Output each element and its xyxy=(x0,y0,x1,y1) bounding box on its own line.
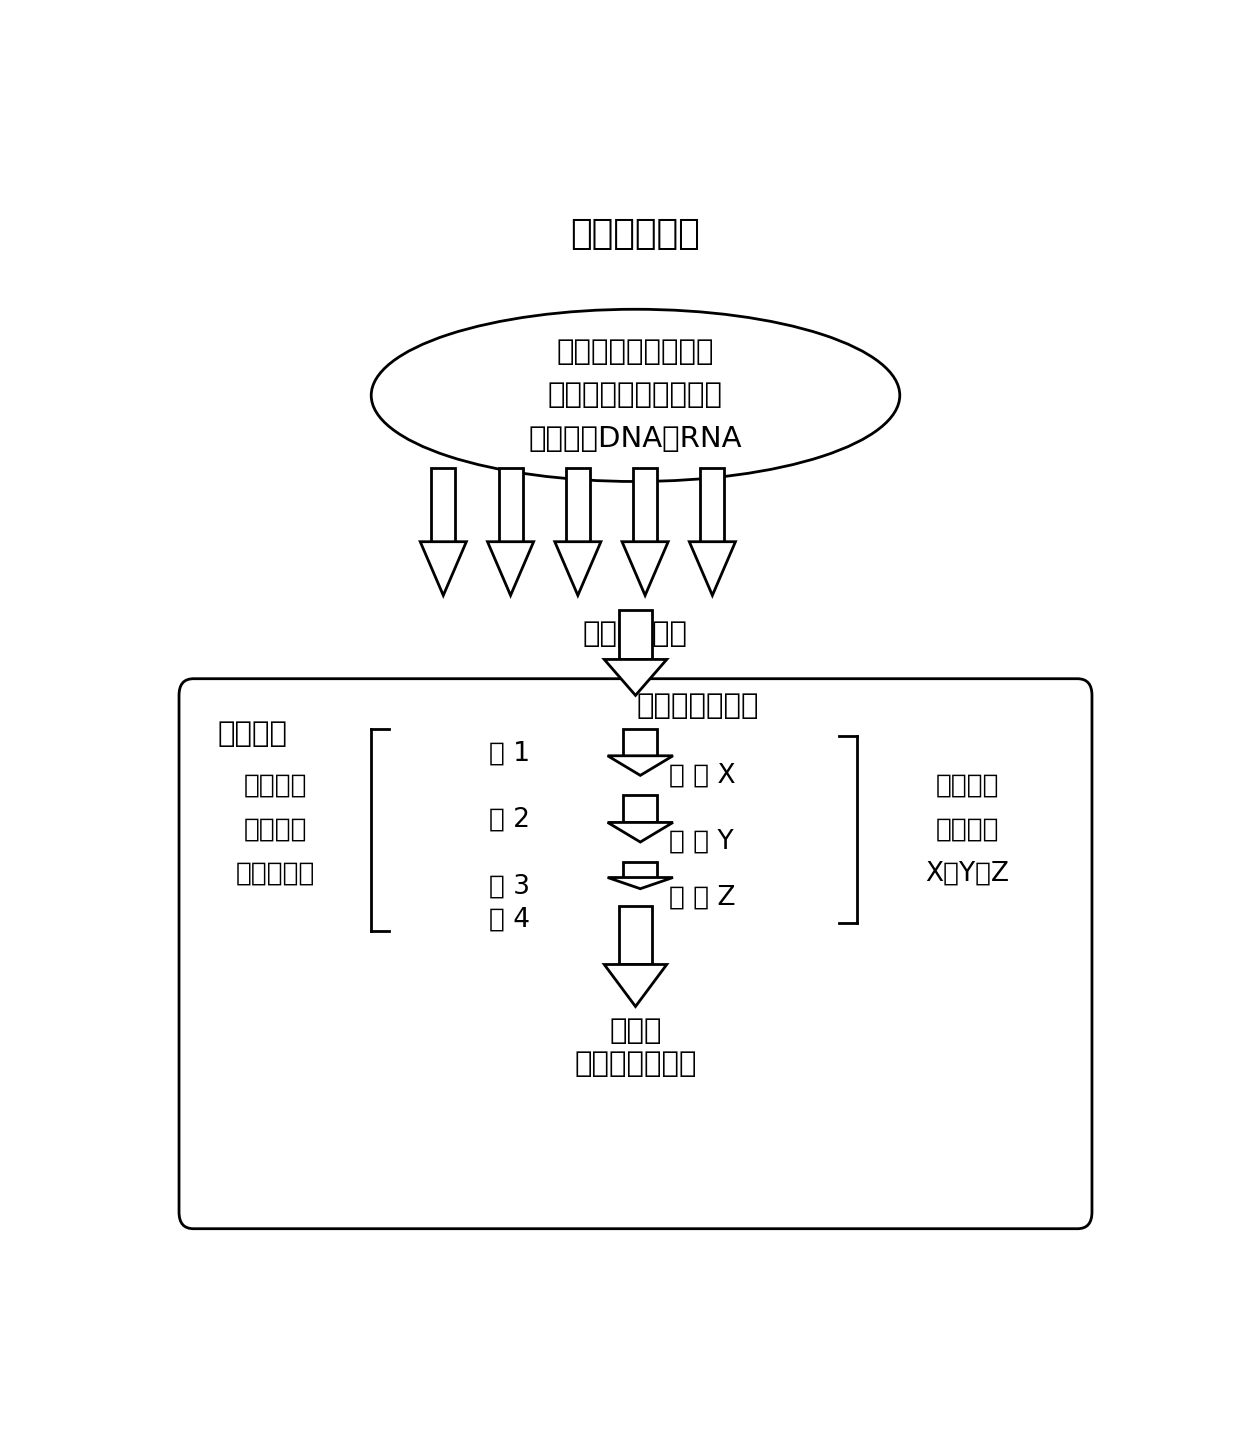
Ellipse shape xyxy=(371,309,900,482)
Polygon shape xyxy=(622,541,668,596)
Text: 酶 3: 酶 3 xyxy=(489,873,529,899)
Polygon shape xyxy=(498,468,522,541)
Text: 初级代谢产物: 初级代谢产物 xyxy=(583,620,688,648)
Polygon shape xyxy=(565,468,590,541)
Polygon shape xyxy=(608,877,673,889)
Text: 次级代谢: 次级代谢 xyxy=(217,720,288,747)
Polygon shape xyxy=(487,541,533,596)
Polygon shape xyxy=(604,659,667,696)
Polygon shape xyxy=(608,823,673,843)
Polygon shape xyxy=(619,906,652,964)
Text: 酶 2: 酶 2 xyxy=(489,807,529,833)
Text: 终产物: 终产物 xyxy=(609,1017,662,1045)
Text: 植物编码
产生次级
代谢物的酶: 植物编码 产生次级 代谢物的酶 xyxy=(236,773,315,887)
Polygon shape xyxy=(624,795,657,823)
Polygon shape xyxy=(432,468,455,541)
Text: 初级代谢物前体: 初级代谢物前体 xyxy=(636,693,759,720)
Text: 酶 1: 酶 1 xyxy=(489,740,529,766)
Text: 前 体 Z: 前 体 Z xyxy=(670,885,735,911)
Polygon shape xyxy=(634,468,657,541)
Polygon shape xyxy=(624,729,657,756)
Polygon shape xyxy=(689,541,735,596)
Polygon shape xyxy=(554,541,601,596)
FancyBboxPatch shape xyxy=(179,678,1092,1229)
Text: 酶 4: 酶 4 xyxy=(489,906,529,932)
Text: 酶异源酶
活性消耗
X、Y或Z: 酶异源酶 活性消耗 X、Y或Z xyxy=(925,773,1009,887)
Text: （次级代谢物）: （次级代谢物） xyxy=(574,1051,697,1078)
Polygon shape xyxy=(608,756,673,775)
Text: 前 体 X: 前 体 X xyxy=(670,762,735,788)
Polygon shape xyxy=(619,610,652,659)
Text: 初级代谢：简单糖、
淀粉、脂质、氨基酸、
核苷酸、DNA、RNA: 初级代谢：简单糖、 淀粉、脂质、氨基酸、 核苷酸、DNA、RNA xyxy=(528,338,743,453)
Polygon shape xyxy=(624,861,657,877)
Text: 前 体 Y: 前 体 Y xyxy=(670,830,734,856)
Text: 次级代谢总述: 次级代谢总述 xyxy=(570,218,701,251)
Polygon shape xyxy=(701,468,724,541)
Polygon shape xyxy=(420,541,466,596)
Polygon shape xyxy=(604,964,667,1007)
